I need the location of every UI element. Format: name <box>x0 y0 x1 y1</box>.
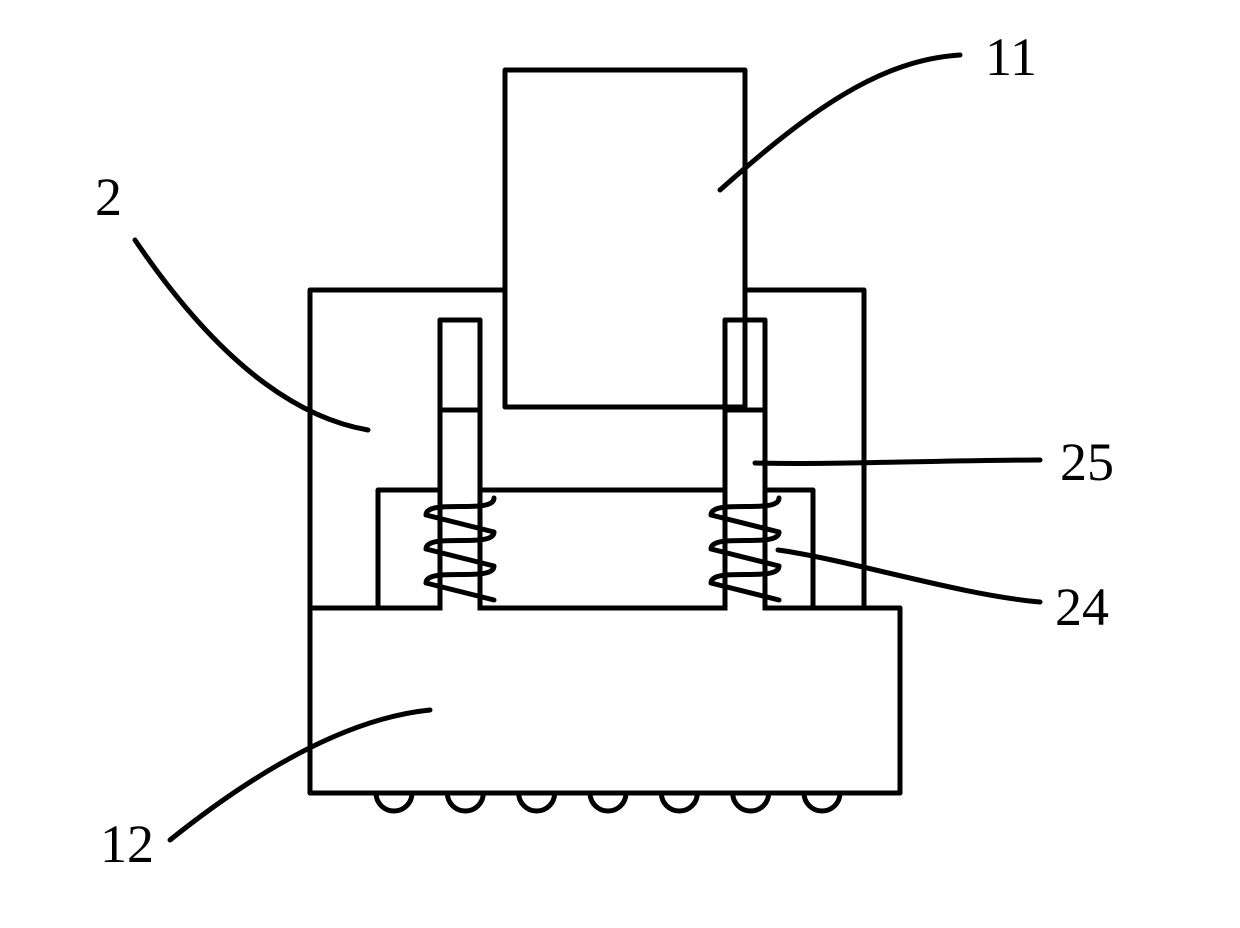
base-block-redraw <box>310 608 900 793</box>
leader-12 <box>170 710 430 840</box>
ball-2 <box>519 793 555 811</box>
leader-24 <box>778 550 1040 602</box>
ball-0 <box>376 793 412 811</box>
label-2: 2 <box>95 167 122 227</box>
spring-left <box>426 498 494 600</box>
label-12: 12 <box>100 814 154 874</box>
cover-mid-bottom <box>309 703 865 713</box>
base-block <box>310 608 900 793</box>
ball-3 <box>590 793 626 811</box>
post-right-cover-inner-top <box>728 485 763 495</box>
cover-top-mid <box>508 285 743 295</box>
spring-right <box>711 498 779 600</box>
diagram-canvas: 11 2 25 24 12 <box>0 0 1240 928</box>
post-left <box>440 320 480 608</box>
cover-mid-right-below-base <box>859 611 869 711</box>
post-left-cover-inner-top <box>443 485 478 495</box>
leader-25 <box>755 460 1040 463</box>
ball-6 <box>804 793 840 811</box>
leader-11 <box>720 55 960 190</box>
ball-4 <box>661 793 697 811</box>
leader-2 <box>135 240 368 430</box>
post-right-cover-base-top <box>728 603 763 613</box>
top-block <box>505 70 745 407</box>
label-24: 24 <box>1055 577 1109 637</box>
post-left-cover-base-top <box>443 603 478 613</box>
ball-5 <box>733 793 769 811</box>
ball-1 <box>447 793 483 811</box>
label-25: 25 <box>1060 432 1114 492</box>
label-11: 11 <box>985 27 1037 87</box>
post-left-sides-redraw <box>440 320 480 608</box>
